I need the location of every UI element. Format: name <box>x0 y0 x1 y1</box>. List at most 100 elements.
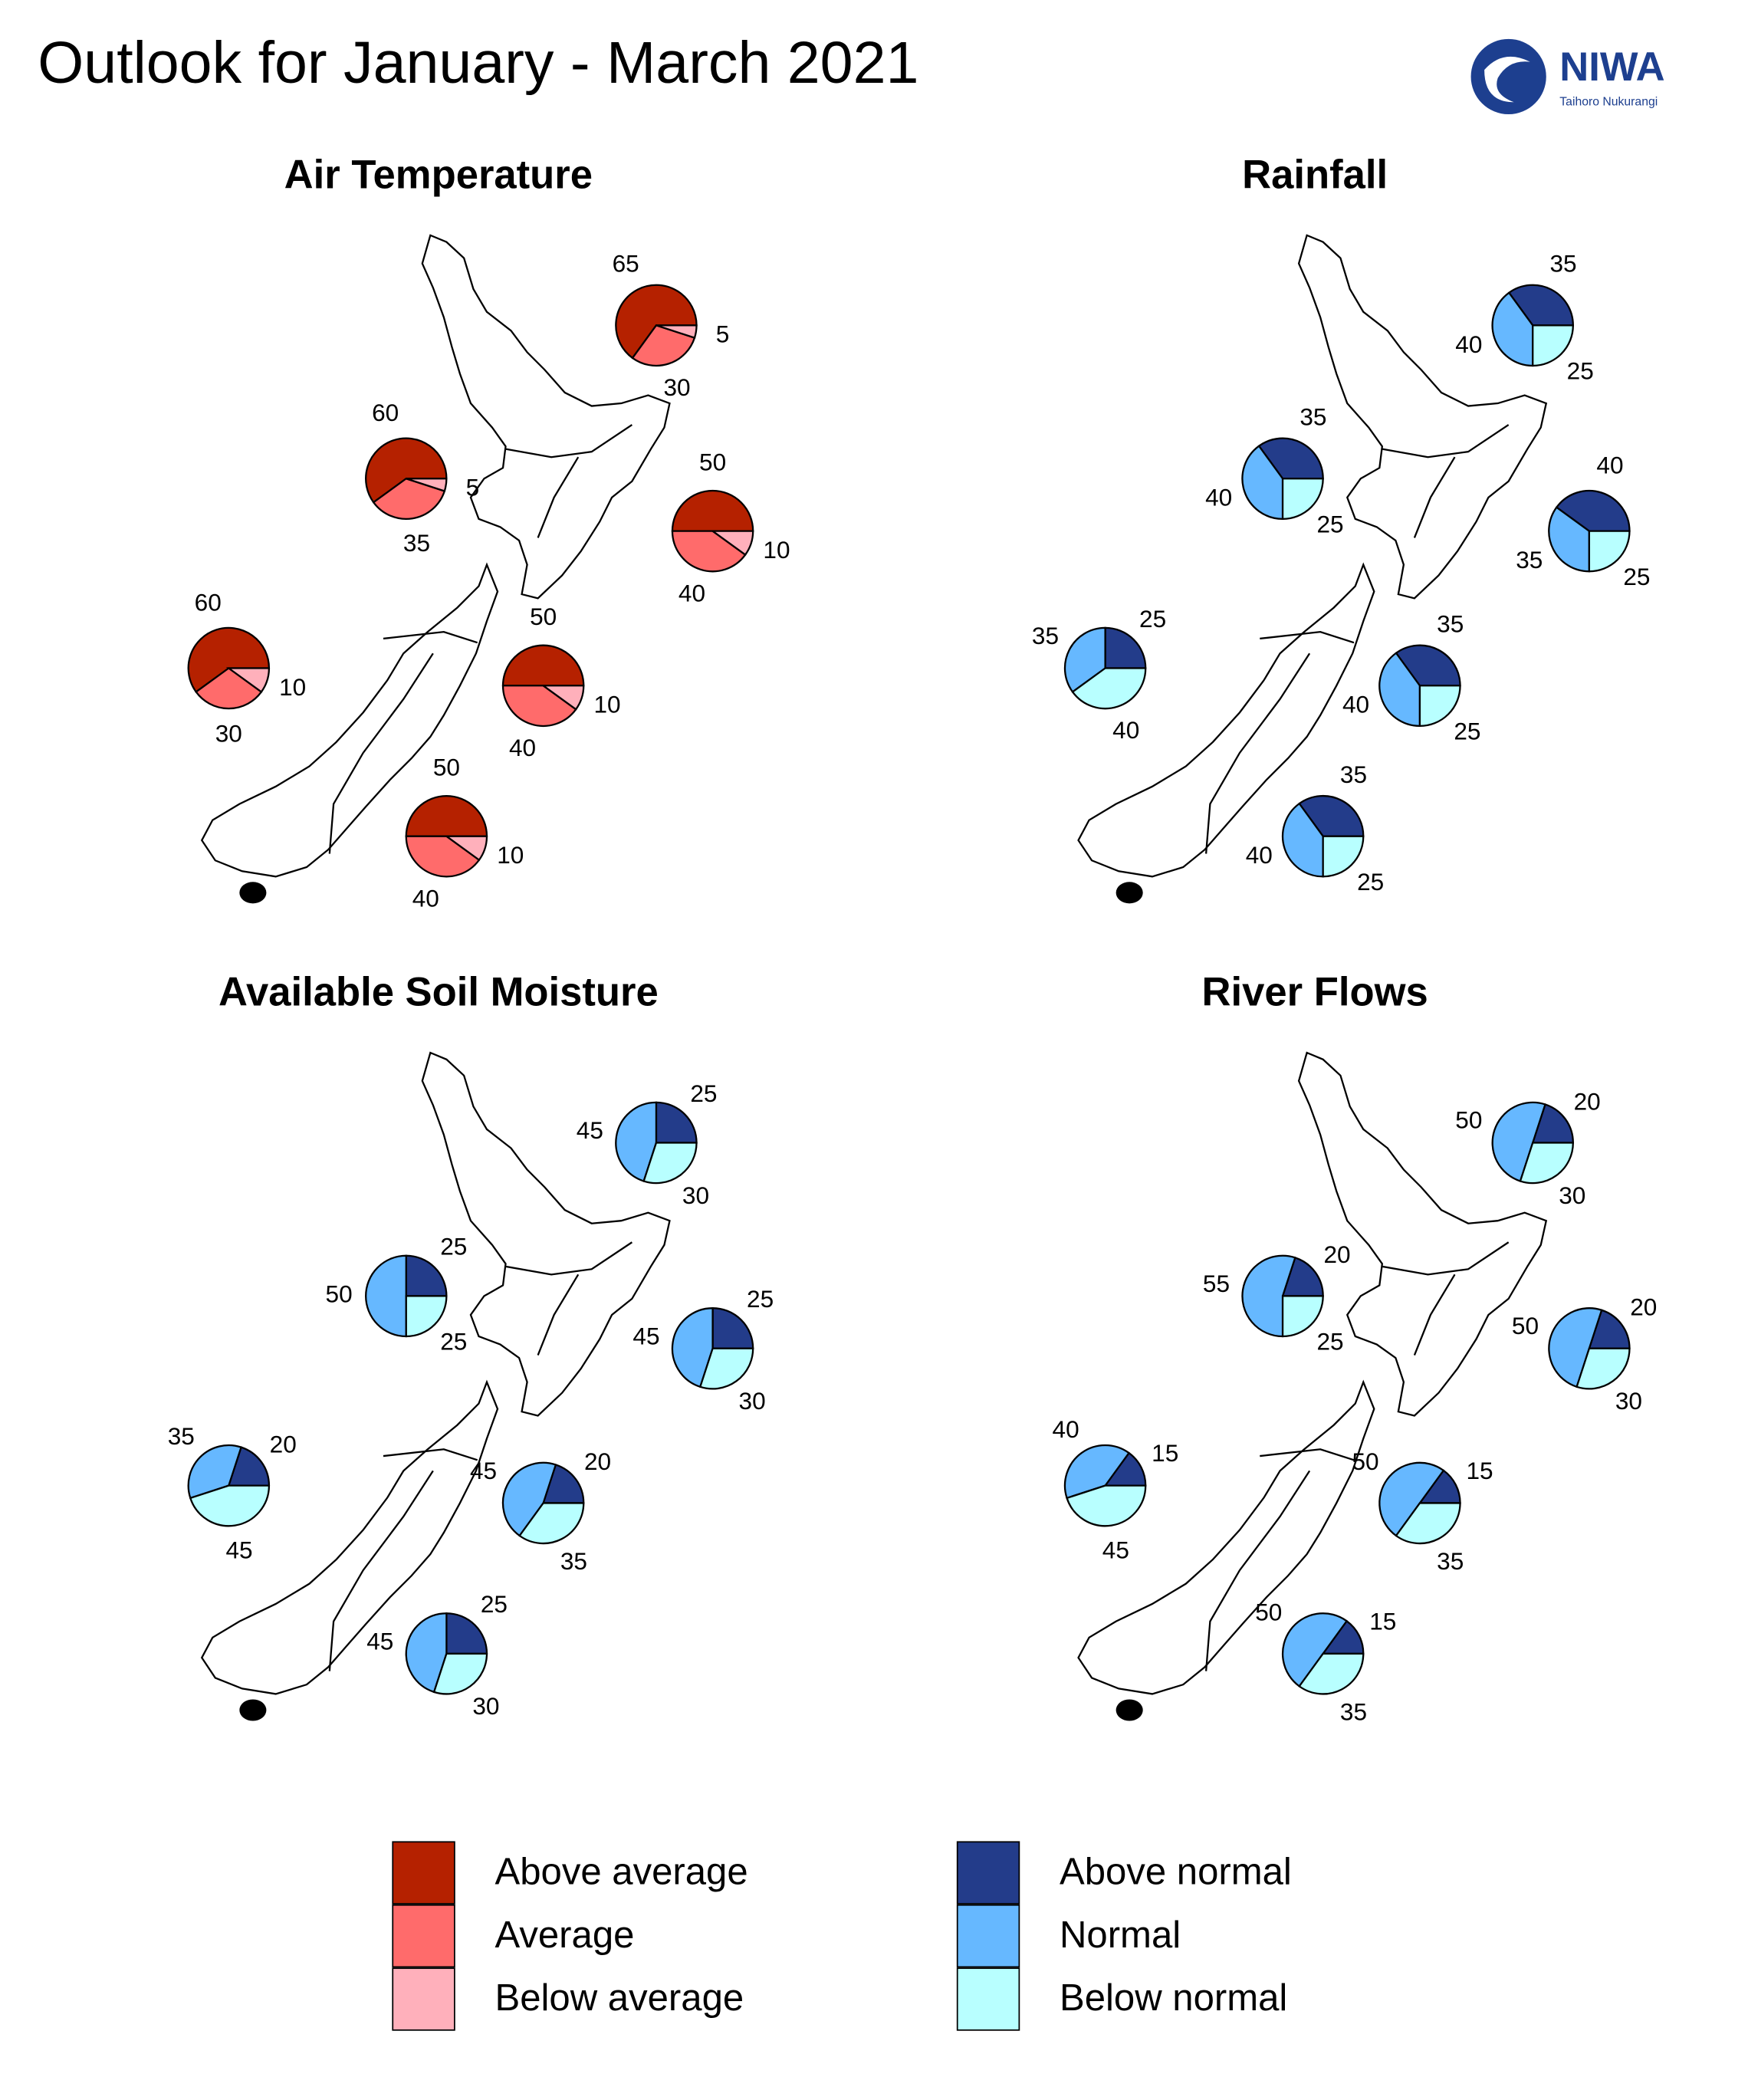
pie-slice <box>671 1307 714 1388</box>
pie-label: 45 <box>577 1116 603 1144</box>
pie-label: 25 <box>440 1233 467 1260</box>
pie-label: 50 <box>1455 1106 1482 1134</box>
pie-label: 50 <box>1255 1599 1282 1626</box>
pie-label: 25 <box>440 1328 467 1356</box>
chart-panel: River Flows 20 50 30 20 55 25 20 50 30 15 40 45 15 50 3… <box>1053 969 1658 1725</box>
pie-label: 40 <box>1246 841 1273 869</box>
logo-mark <box>1470 38 1546 115</box>
pie-label: 35 <box>1032 622 1059 649</box>
pie-label: 30 <box>663 373 690 401</box>
pie-slice <box>372 477 446 520</box>
pie-label: 45 <box>470 1457 497 1484</box>
pie-label: 45 <box>632 1322 659 1349</box>
pie-slice <box>1322 835 1365 878</box>
pie-label: 25 <box>481 1590 508 1618</box>
pie-label: 40 <box>1596 452 1623 479</box>
pie-label: 40 <box>1112 716 1139 744</box>
pie-slice <box>655 1101 698 1144</box>
pie-slice <box>1298 1652 1365 1695</box>
pie-label: 35 <box>1340 1697 1367 1725</box>
pie-label: 35 <box>1549 250 1576 278</box>
pie-slice <box>1071 667 1147 710</box>
pie-label: 35 <box>403 529 430 557</box>
pie-label: 20 <box>584 1448 611 1475</box>
pie-slice <box>1066 1484 1147 1527</box>
pie-label: 20 <box>1574 1087 1601 1115</box>
legend-label: Above normal <box>1060 1851 1292 1892</box>
pie-slice <box>698 1347 754 1390</box>
pie-label: 25 <box>1317 1328 1344 1356</box>
pie-label: 35 <box>1340 761 1367 788</box>
legend-swatch <box>956 1841 1020 1904</box>
pie-slice <box>1298 794 1365 837</box>
pie-slice <box>631 324 696 367</box>
legend-swatch <box>392 1904 455 1968</box>
pie-slice <box>1104 626 1147 669</box>
pie-label: 35 <box>1300 403 1326 430</box>
pie-slice <box>615 1101 658 1182</box>
pie-slice <box>615 284 698 360</box>
pie-label: 5 <box>716 320 730 347</box>
legend-label: Normal <box>1060 1914 1181 1956</box>
pie-slice <box>443 835 488 862</box>
pie-slice <box>1378 1462 1445 1537</box>
pie-slice <box>1257 437 1324 480</box>
chart-panel: Air Temperature 65 30 5 60 35 5 50 40 10 60 30 10 50 4… <box>187 152 790 912</box>
pie-label: 45 <box>225 1536 252 1564</box>
pie-label: 20 <box>1630 1293 1657 1321</box>
pie-label: 15 <box>1152 1439 1178 1467</box>
pie-slice <box>1063 626 1106 694</box>
pie-slice <box>187 626 271 694</box>
pie-label: 25 <box>1623 563 1650 590</box>
pie-label: 40 <box>1455 330 1482 358</box>
pie-label: 40 <box>509 734 536 761</box>
pie-label: 25 <box>1357 868 1384 896</box>
legend-label: Below average <box>495 1977 744 2019</box>
chart-panel: Available Soil Moisture 25 45 30 25 50 25 25 45 3… <box>168 969 774 1722</box>
pie-slice <box>195 667 263 710</box>
pie-slice <box>405 794 488 837</box>
pie-label: 50 <box>1512 1312 1539 1339</box>
legend-label: Average <box>495 1914 635 1956</box>
pie-label: 35 <box>1516 546 1543 573</box>
pie-label: 40 <box>1205 484 1232 511</box>
pie-label: 10 <box>763 536 790 564</box>
pie-slice <box>1491 1101 1546 1182</box>
legend-swatch <box>956 1904 1020 1968</box>
pie-label: 30 <box>739 1387 766 1415</box>
pie-slice <box>189 1484 271 1527</box>
pie-label: 60 <box>372 399 399 426</box>
pie-label: 50 <box>530 603 557 630</box>
legend-swatch <box>956 1967 1020 2031</box>
chart-panel: Rainfall 35 40 25 35 40 25 40 35 25 25 35 40 35 40 25 35… <box>1032 152 1650 905</box>
pie-slice <box>1395 644 1461 687</box>
pie-label: 45 <box>366 1627 393 1655</box>
pie-slice <box>1588 530 1631 573</box>
pie-slice <box>1519 1142 1574 1185</box>
pie-slice <box>405 835 481 878</box>
pie-slice <box>1555 489 1631 532</box>
pie-label: 40 <box>678 579 705 606</box>
pie-label: 35 <box>168 1422 195 1450</box>
pie-slice <box>501 644 585 687</box>
pie-slice <box>1548 506 1591 573</box>
pie-slice <box>365 1254 407 1338</box>
pie-slice <box>501 1461 557 1537</box>
pie-slice <box>365 437 448 504</box>
pie-slice <box>405 1295 448 1338</box>
pie-label: 65 <box>613 250 639 278</box>
pie-label: 30 <box>472 1692 499 1720</box>
logo: NIWA Taihoro Nukurangi <box>1470 38 1665 115</box>
pie-label: 10 <box>497 841 524 869</box>
logo-tagline: Taihoro Nukurangi <box>1559 95 1658 108</box>
pie-slice <box>405 1612 448 1694</box>
pie-label: 25 <box>1454 718 1480 745</box>
legend-label: Below normal <box>1060 1977 1287 2019</box>
chart-title: Air Temperature <box>284 152 593 197</box>
logo-swirl <box>1484 56 1530 103</box>
pie-label: 30 <box>682 1181 709 1209</box>
legend-label: Above average <box>495 1851 748 1892</box>
pie-slice <box>1395 1502 1461 1545</box>
pie-slice <box>1491 291 1534 367</box>
